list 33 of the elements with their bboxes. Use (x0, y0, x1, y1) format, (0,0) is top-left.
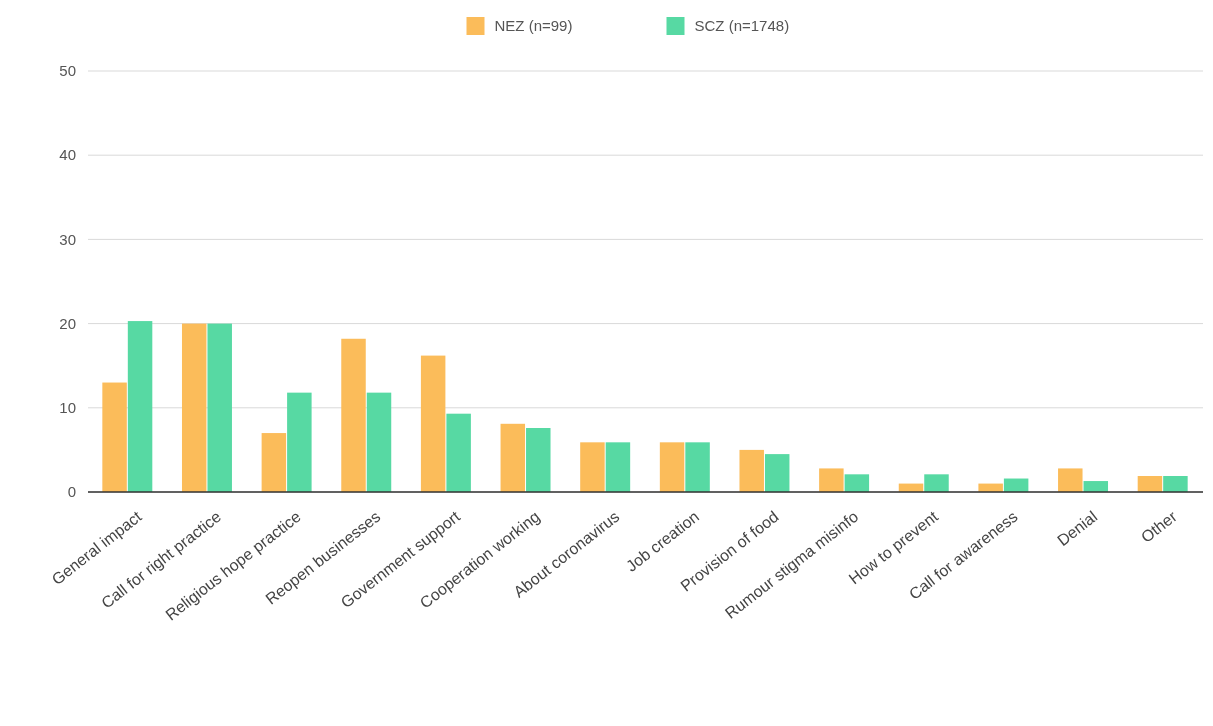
bar (207, 323, 232, 492)
bar (341, 338, 366, 492)
bar (446, 413, 471, 492)
bar (844, 474, 870, 492)
bar (181, 323, 207, 492)
bar (102, 382, 127, 492)
y-tick-label: 0 (67, 483, 76, 501)
y-tick-label: 40 (59, 146, 76, 164)
bar (526, 428, 551, 492)
bar (685, 442, 710, 492)
y-tick-label: 30 (59, 230, 76, 248)
bar (659, 442, 685, 492)
y-tick-label: 20 (59, 314, 76, 332)
legend-label: SCZ (n=1748) (694, 17, 790, 35)
bar (261, 433, 287, 492)
bar (1163, 476, 1188, 492)
bar (127, 321, 153, 492)
bar (420, 355, 446, 492)
bar (580, 442, 605, 492)
y-tick-label: 10 (59, 399, 76, 417)
bar (287, 392, 312, 492)
bar (605, 442, 631, 492)
y-tick-label: 50 (59, 62, 76, 80)
bar (500, 423, 526, 492)
bar (764, 454, 790, 492)
bar (739, 449, 764, 492)
bar (366, 392, 392, 492)
legend-label: NEZ (n=99) (494, 17, 573, 35)
bar (819, 468, 844, 492)
bar (1058, 468, 1083, 492)
bar (924, 474, 949, 492)
bar (1083, 481, 1109, 492)
bar (1137, 476, 1163, 492)
